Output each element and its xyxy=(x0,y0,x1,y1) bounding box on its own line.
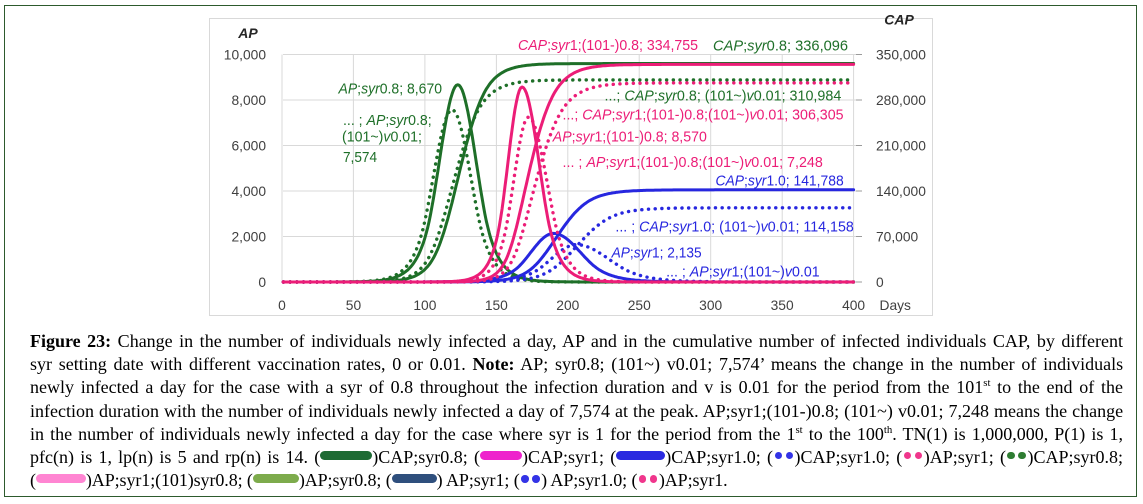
svg-text:AP;syr1;(101-)0.8; 8,570: AP;syr1;(101-)0.8; 8,570 xyxy=(552,129,707,145)
svg-text:10,000: 10,000 xyxy=(224,48,267,63)
svg-text:350: 350 xyxy=(771,298,794,313)
svg-text:CAP: CAP xyxy=(884,12,914,28)
svg-text:0: 0 xyxy=(876,275,884,290)
svg-text:AP;syr1; 2,135: AP;syr1; 2,135 xyxy=(611,244,702,260)
svg-text:7,574: 7,574 xyxy=(343,148,377,165)
svg-text:280,000: 280,000 xyxy=(876,93,926,108)
svg-text:AP;syr0.8; 8,670: AP;syr0.8; 8,670 xyxy=(338,81,443,97)
svg-text:... ; AP;syr1;(101~)v0.01: ... ; AP;syr1;(101~)v0.01 xyxy=(666,264,820,280)
svg-text:4,000: 4,000 xyxy=(231,184,266,199)
svg-text:200: 200 xyxy=(556,298,579,313)
svg-text:CAP;syr0.8; 336,096: CAP;syr0.8; 336,096 xyxy=(713,38,848,54)
svg-text:2,000: 2,000 xyxy=(231,230,266,245)
svg-text:...; CAP;syr1;(101-)0.8;(101~): ...; CAP;syr1;(101-)0.8;(101~)v0.01; 306… xyxy=(563,107,844,123)
svg-text:0: 0 xyxy=(278,298,286,313)
svg-text:0: 0 xyxy=(258,275,266,290)
svg-text:CAP;syr1;(101-)0.8; 334,755: CAP;syr1;(101-)0.8; 334,755 xyxy=(518,38,698,54)
svg-text:8,000: 8,000 xyxy=(231,93,266,108)
svg-text:6,000: 6,000 xyxy=(231,139,266,154)
svg-text:50: 50 xyxy=(346,298,362,313)
svg-text:... ; AP;syr1;(101-)0.8;(101~): ... ; AP;syr1;(101-)0.8;(101~)v0.01; 7,2… xyxy=(563,155,823,171)
svg-text:250: 250 xyxy=(628,298,651,313)
svg-text:100: 100 xyxy=(413,298,436,313)
svg-text:150: 150 xyxy=(485,298,508,313)
svg-text:... ; CAP;syr1.0; (101~)v0.01;: ... ; CAP;syr1.0; (101~)v0.01; 114,158 xyxy=(615,219,853,235)
svg-text:70,000: 70,000 xyxy=(876,230,919,245)
svg-text:CAP;syr1.0; 141,788: CAP;syr1.0; 141,788 xyxy=(716,173,844,189)
svg-text:350,000: 350,000 xyxy=(876,48,926,63)
svg-text:... ; AP;syr0.8;: ... ; AP;syr0.8; xyxy=(343,113,432,129)
svg-text:210,000: 210,000 xyxy=(876,139,926,154)
svg-text:300: 300 xyxy=(699,298,722,313)
svg-text:AP: AP xyxy=(237,25,258,41)
svg-text:140,000: 140,000 xyxy=(876,184,926,199)
svg-text:Days: Days xyxy=(880,298,912,313)
svg-text:...; CAP;syr0.8; (101~)v0.01;: ...; CAP;syr0.8; (101~)v0.01; 310,984 xyxy=(605,89,842,105)
svg-text:400: 400 xyxy=(842,298,865,313)
svg-text:(101~)v0.01;: (101~)v0.01; xyxy=(342,129,422,145)
